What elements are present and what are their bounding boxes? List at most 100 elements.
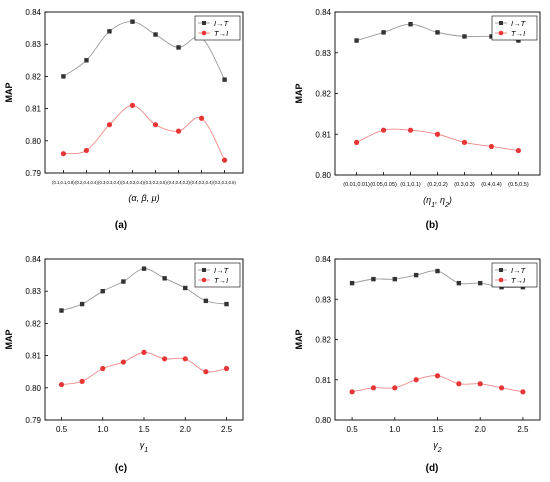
data-point-square: [79, 301, 85, 307]
data-point-circle: [461, 139, 468, 145]
x-tick-label: 2.0: [180, 425, 192, 434]
y-axis-label: MAP: [294, 84, 304, 104]
y-tick-label: 0.82: [25, 319, 41, 328]
data-point-square: [435, 30, 440, 35]
data-point-circle: [434, 131, 441, 137]
x-tick-label: 1.0: [97, 425, 109, 434]
y-tick-label: 0.83: [25, 40, 41, 49]
y-tick-label: 0.83: [315, 49, 331, 58]
y-tick-label: 0.82: [315, 90, 331, 99]
panel-caption: (d): [426, 463, 439, 474]
x-tick-label: (0.2,0.4,0.4): [75, 180, 98, 185]
plot-frame: [44, 11, 244, 174]
data-point-circle: [106, 122, 113, 128]
x-tick-label: 1.5: [138, 425, 150, 434]
data-point-circle: [223, 365, 230, 372]
data-point-circle: [198, 115, 205, 121]
chart-panel-1: 0.790.800.810.820.830.84(0.1,0.1,0.8) (0.…: [4, 8, 244, 231]
data-point-square: [84, 58, 89, 63]
x-tick-label: (0.3,0.3): [454, 182, 475, 188]
y-tick-label: 0.82: [25, 72, 41, 81]
legend-marker-circle: [498, 277, 504, 283]
data-point-circle: [100, 365, 106, 372]
data-point-circle: [162, 356, 168, 362]
x-tick-label: (0.2,0.2): [427, 182, 448, 188]
x-tick-label: 0.5: [56, 425, 68, 434]
legend-marker-square: [202, 268, 206, 272]
data-point-circle: [58, 381, 65, 388]
y-tick-label: 0.79: [25, 416, 41, 425]
data-point-circle: [370, 385, 377, 391]
legend-marker-square: [202, 21, 206, 25]
legend-box: [194, 262, 241, 288]
x-tick-label: (0.4,0.4,0.2): [167, 180, 190, 185]
data-point-circle: [221, 157, 228, 163]
y-tick-label: 0.84: [25, 255, 41, 264]
x-tick-label: (0.1,0.1,0.8): [52, 180, 75, 185]
x-tick-label: 2.0: [475, 425, 487, 434]
data-point-square: [349, 280, 355, 286]
x-tick-label: (0.5,0.5): [508, 182, 529, 188]
y-tick-label: 0.80: [315, 416, 331, 425]
data-point-square: [413, 272, 419, 278]
x-tick-label: 1.5: [432, 425, 444, 434]
x-tick-label: 1.0: [389, 425, 401, 434]
legend-label: I→T: [511, 19, 527, 28]
data-point-square: [489, 34, 494, 39]
y-tick-label: 0.84: [315, 255, 331, 264]
y-tick-label: 0.84: [25, 8, 41, 17]
data-point-circle: [413, 377, 419, 383]
legend-label: I→T: [214, 266, 230, 275]
y-tick-label: 0.82: [315, 336, 331, 345]
data-point-circle: [152, 122, 159, 128]
data-point-circle: [488, 143, 495, 150]
data-point-circle: [60, 151, 67, 157]
x-tick-label: (0.2,0.2,0.6): [213, 180, 236, 185]
data-point-square: [162, 276, 167, 281]
panel-caption: (c): [115, 463, 127, 474]
data-point-square: [130, 19, 135, 24]
data-point-circle: [477, 381, 483, 387]
x-tick-label: (0.3,0.2,0.5): [144, 180, 167, 185]
x-axis-label: γ1: [140, 440, 149, 454]
legend-marker-square: [499, 21, 503, 25]
y-tick-label: 0.80: [315, 171, 331, 180]
data-point-circle: [141, 349, 147, 355]
legend-label: I→T: [214, 19, 230, 28]
data-point-circle: [515, 147, 522, 154]
x-tick-label: (0.4,0.4): [481, 182, 502, 188]
data-point-square: [176, 45, 181, 50]
data-point-circle: [520, 389, 526, 395]
data-point-circle: [498, 385, 505, 391]
data-point-circle: [120, 359, 126, 365]
y-tick-label: 0.81: [315, 376, 331, 385]
x-tick-label: (0.3,0.3,0.4): [98, 180, 121, 185]
data-point-square: [408, 22, 413, 27]
y-tick-label: 0.81: [315, 130, 331, 139]
data-point-square: [141, 266, 147, 271]
data-point-square: [516, 38, 521, 43]
legend-marker-circle: [498, 30, 504, 36]
x-axis-label: γ2: [433, 440, 442, 454]
legend-marker-circle: [201, 30, 207, 36]
data-point-square: [456, 280, 462, 286]
x-axis-label: (η1, η2): [423, 195, 452, 209]
chart-panel-2: 0.80 0.81 0.82 0.83 0.84 (0.01,0.01) (0.05,0.0…: [294, 8, 541, 231]
data-point-square: [224, 301, 229, 307]
legend-label: T→I: [511, 29, 525, 38]
data-point-square: [61, 74, 66, 79]
panel-caption: (a): [115, 220, 127, 231]
data-point-circle: [182, 356, 188, 362]
legend-box: [491, 262, 538, 288]
chart-panel-3: 0.79 0.80 0.81 0.82 0.83 0.84 0.5 1.0 1.5 2.0 2.5 M…: [4, 255, 244, 474]
data-point-square: [462, 34, 467, 39]
legend-label: T→I: [214, 29, 228, 38]
y-axis-label: MAP: [294, 330, 304, 350]
data-point-circle: [83, 147, 90, 154]
data-point-square: [222, 77, 227, 82]
data-point-circle: [203, 369, 209, 375]
legend-marker-circle: [201, 277, 207, 283]
data-point-circle: [392, 385, 398, 391]
data-point-square: [203, 298, 209, 304]
